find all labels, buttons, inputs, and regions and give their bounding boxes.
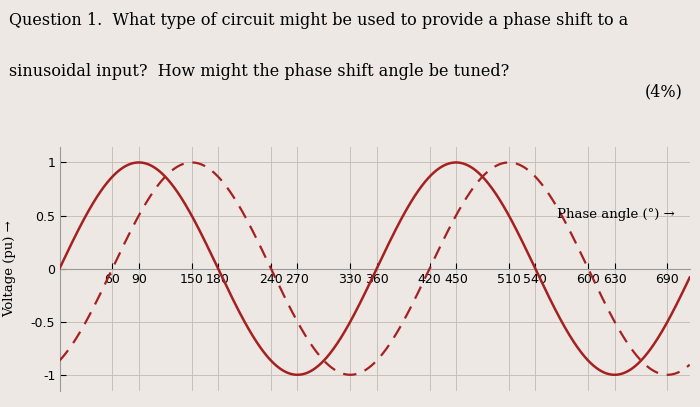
Text: sinusoidal input?  How might the phase shift angle be tuned?: sinusoidal input? How might the phase sh… <box>9 63 510 80</box>
Text: Phase angle (°) →: Phase angle (°) → <box>557 208 675 221</box>
Text: Voltage (pu) →: Voltage (pu) → <box>4 220 17 317</box>
Text: Question 1.  What type of circuit might be used to provide a phase shift to a: Question 1. What type of circuit might b… <box>9 12 629 29</box>
Text: (4%): (4%) <box>645 83 682 101</box>
